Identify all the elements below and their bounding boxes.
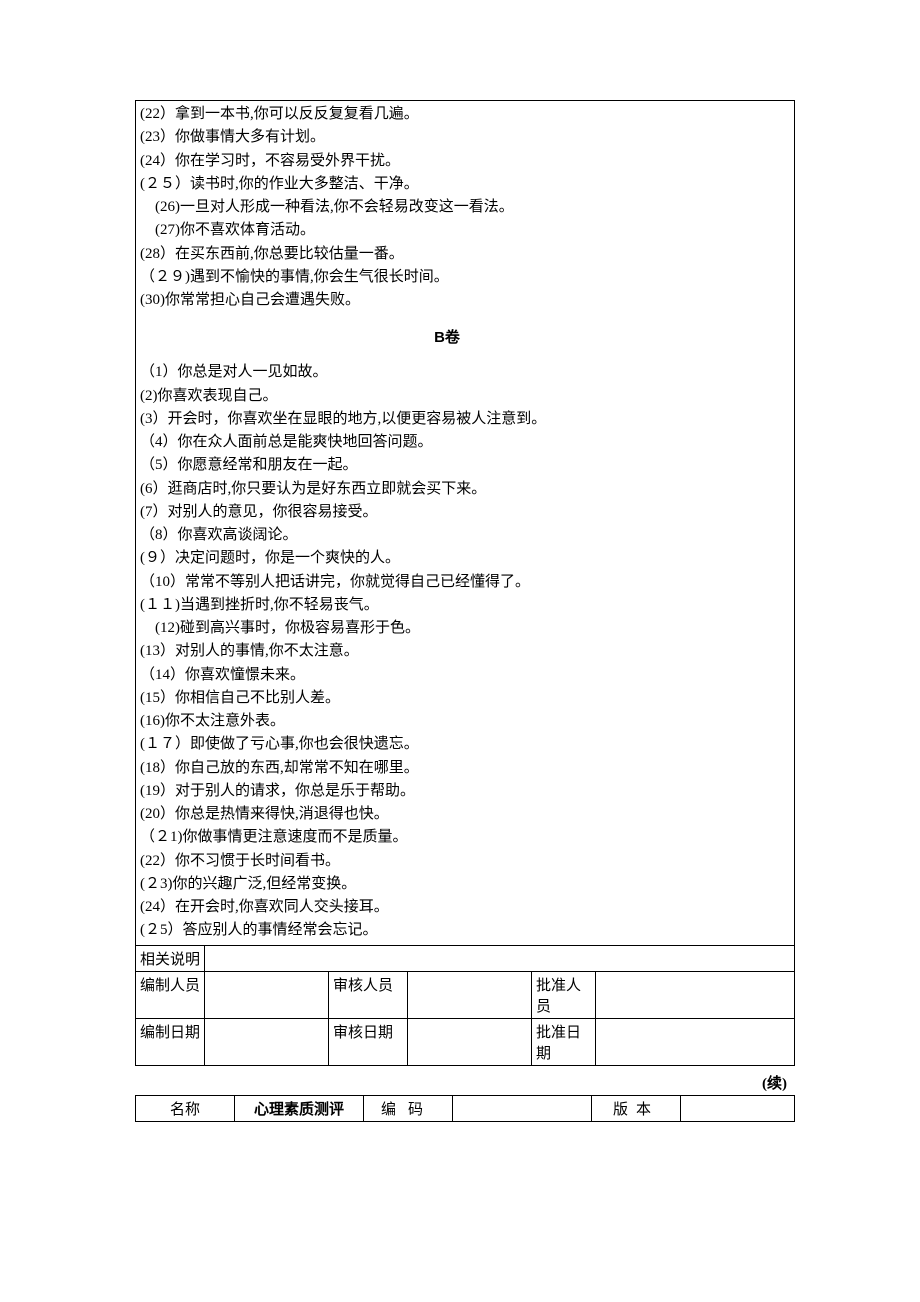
question-item: (3）开会时，你喜欢坐在显眼的地方,以便更容易被人注意到。: [140, 408, 790, 431]
question-item: （14）你喜欢憧憬未来。: [140, 664, 790, 687]
question-item: （8）你喜欢高谈阔论。: [140, 524, 790, 547]
question-item: (22）拿到一本书,你可以反反复复看几遍。: [140, 103, 790, 126]
notes-label: 相关说明: [136, 945, 205, 971]
reviewer-label: 审核人员: [329, 971, 408, 1018]
question-item: (16)你不太注意外表。: [140, 710, 790, 733]
question-item: (24）你在学习时，不容易受外界干扰。: [140, 150, 790, 173]
question-item: (23）你做事情大多有计划。: [140, 126, 790, 149]
notes-value: [205, 945, 795, 971]
continued-label: (续): [135, 1072, 795, 1093]
question-item: (28）在买东西前,你总要比较估量一番。: [140, 243, 790, 266]
question-item: （２1)你做事情更注意速度而不是质量。: [140, 826, 790, 849]
question-item: (２５）读书时,你的作业大多整洁、干净。: [140, 173, 790, 196]
review-date-label: 审核日期: [329, 1018, 408, 1065]
question-item: (19）对于别人的请求，你总是乐于帮助。: [140, 780, 790, 803]
section-b-title: B卷: [104, 326, 790, 347]
author-date-label: 编制日期: [136, 1018, 205, 1065]
question-item: (２5）答应别人的事情经常会忘记。: [140, 919, 790, 942]
approver-value: [596, 971, 795, 1018]
question-item: (15）你相信自己不比别人差。: [140, 687, 790, 710]
question-item: (6）逛商店时,你只要认为是好东西立即就会买下来。: [140, 478, 790, 501]
footer-table: 名称 心理素质测评 编码 版本: [135, 1095, 795, 1122]
question-item: (13）对别人的事情,你不太注意。: [140, 640, 790, 663]
question-item: (22）你不习惯于长时间看书。: [140, 850, 790, 873]
footer-title: 心理素质测评: [235, 1095, 364, 1121]
question-item: (30)你常常担心自己会遭遇失败。: [140, 289, 790, 312]
question-item: （２９)遇到不愉快的事情,你会生气很长时间。: [140, 266, 790, 289]
question-item: （4）你在众人面前总是能爽快地回答问题。: [140, 431, 790, 454]
question-item: (20）你总是热情来得快,消退得也快。: [140, 803, 790, 826]
question-item: (１１)当遇到挫折时,你不轻易丧气。: [140, 594, 790, 617]
footer-name-label: 名称: [136, 1095, 235, 1121]
question-item: (27)你不喜欢体育活动。: [140, 219, 790, 242]
question-item: (2)你喜欢表现自己。: [140, 385, 790, 408]
question-item: （1）你总是对人一见如故。: [140, 361, 790, 384]
question-item: （5）你愿意经常和朋友在一起。: [140, 454, 790, 477]
approve-date-value: [596, 1018, 795, 1065]
question-item: (26)一旦对人形成一种看法,你不会轻易改变这一看法。: [140, 196, 790, 219]
approve-date-label: 批准日期: [532, 1018, 596, 1065]
footer-code-label: 编码: [364, 1095, 453, 1121]
question-item: (18）你自己放的东西,却常常不知在哪里。: [140, 757, 790, 780]
footer-code-value: [453, 1095, 592, 1121]
question-item: (１７）即使做了亏心事,你也会很快遗忘。: [140, 733, 790, 756]
question-item: （10）常常不等别人把话讲完，你就觉得自己已经懂得了。: [140, 571, 790, 594]
reviewer-value: [408, 971, 532, 1018]
question-item: (２3)你的兴趣广泛,但经常变换。: [140, 873, 790, 896]
author-date-value: [205, 1018, 329, 1065]
author-value: [205, 971, 329, 1018]
footer-version-value: [681, 1095, 795, 1121]
question-item: (９）决定问题时，你是一个爽快的人。: [140, 547, 790, 570]
footer-version-label: 版本: [592, 1095, 681, 1121]
question-item: (7）对别人的意见，你很容易接受。: [140, 501, 790, 524]
main-content-table: (22）拿到一本书,你可以反反复复看几遍。(23）你做事情大多有计划。(24）你…: [135, 100, 795, 1066]
question-item: (24）在开会时,你喜欢同人交头接耳。: [140, 896, 790, 919]
question-item: (12)碰到高兴事时，你极容易喜形于色。: [140, 617, 790, 640]
review-date-value: [408, 1018, 532, 1065]
questionnaire-content: (22）拿到一本书,你可以反反复复看几遍。(23）你做事情大多有计划。(24）你…: [136, 101, 795, 946]
approver-label: 批准人员: [532, 971, 596, 1018]
author-label: 编制人员: [136, 971, 205, 1018]
